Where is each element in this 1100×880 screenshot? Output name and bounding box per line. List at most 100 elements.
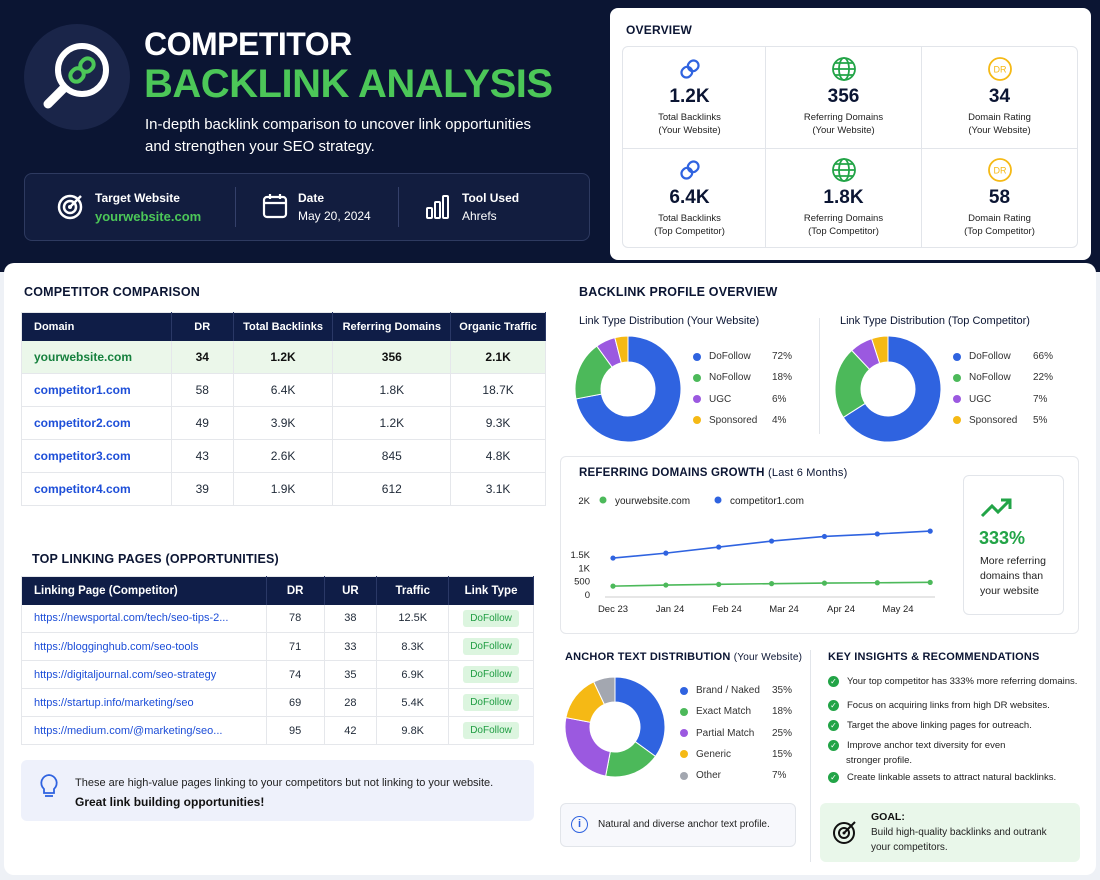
table-cell: 74 (266, 660, 325, 689)
link-type-badge: DoFollow (463, 609, 519, 627)
growth-stat-line3: your website (980, 585, 1039, 597)
linking-page-link[interactable]: https://newsportal.com/tech/seo-tips-2..… (21, 604, 267, 633)
table-cell: 356 (332, 340, 452, 374)
grid-line (921, 46, 922, 248)
growth-stat-line2: domains than (980, 570, 1044, 582)
globe-icon (766, 56, 921, 82)
table-row: https://digitaljournal.com/seo-strategy 7… (21, 660, 534, 689)
overview-value: 58 (988, 187, 1011, 208)
table-cell: 1.8K (332, 373, 452, 407)
overview-metric: 1.8K Referring Domains (Top Competitor) (766, 157, 921, 238)
table-cell: 33 (324, 632, 378, 661)
data-point (768, 538, 775, 544)
insight-text: Your top competitor has 333% more referr… (847, 676, 1078, 687)
your-link-type-donut (574, 335, 682, 443)
x-tick-label: May 24 (882, 604, 913, 615)
goal-line1: Build high-quality backlinks and outrank (871, 827, 1047, 838)
legend-label: competitor1.com (730, 496, 804, 507)
table-cell: 69 (266, 688, 325, 717)
data-point (663, 550, 669, 556)
check-icon: ✓ (828, 772, 839, 783)
overview-sublabel: (Top Competitor) (808, 226, 879, 237)
insight-text: Improve anchor text diversity for even (847, 740, 1006, 751)
table-cell: 49 (171, 406, 234, 440)
goal-label: GOAL: (871, 811, 905, 823)
legend-item: UGC (693, 394, 731, 405)
insight-text: Create linkable assets to attract natura… (847, 772, 1057, 783)
data-point (716, 544, 722, 550)
date-value: May 20, 2024 (298, 209, 371, 223)
legend-value: 25% (772, 727, 793, 739)
legend-swatch (953, 416, 961, 425)
linking-page-link[interactable]: https://blogginghub.com/seo-tools (21, 632, 267, 661)
overview-value: 1.8K (823, 187, 864, 208)
title-line2: BACKLINK ANALYSIS (144, 62, 553, 106)
check-icon: ✓ (828, 720, 839, 731)
table-cell: 95 (266, 716, 325, 745)
overview-value: 6.4K (669, 187, 710, 208)
note-line1: These are high-value pages linking to yo… (75, 777, 494, 789)
table-row: https://medium.com/@marketing/seo... 95 42… (21, 716, 534, 745)
linking-page-link[interactable]: https://digitaljournal.com/seo-strategy (21, 660, 267, 689)
overview-value: 34 (988, 86, 1011, 107)
overview-sublabel: (Top Competitor) (654, 226, 725, 237)
overview-label: Domain Rating (968, 213, 1031, 224)
legend-label: NoFollow (709, 372, 751, 384)
linking-page-link[interactable]: https://medium.com/@marketing/seo... (21, 716, 267, 745)
table-cell: 2.6K (233, 439, 334, 473)
domain-link[interactable]: competitor2.com (21, 406, 172, 440)
subtitle-line1: In-depth backlink comparison to uncover … (145, 116, 532, 133)
table-row: competitor4.com 39 1.9K 612 3.1K (21, 472, 546, 506)
column-header: Traffic (376, 576, 450, 605)
subtitle-line2: and strengthen your SEO strategy. (145, 138, 375, 155)
overview-metric: 356 Referring Domains (Your Website) (766, 56, 921, 137)
legend-item: Brand / Naked (680, 685, 760, 696)
table-row: yourwebsite.com 34 1.2K 356 2.1K (21, 340, 546, 374)
table-cell: DoFollow (448, 716, 534, 745)
x-tick-label: Jan 24 (656, 604, 685, 615)
insights-title: KEY INSIGHTS & RECOMMENDATIONS (828, 651, 1040, 663)
legend-value: 18% (772, 372, 793, 384)
legend-label: DoFollow (969, 351, 1011, 362)
overview-sublabel: (Your Website) (968, 125, 1031, 136)
legend-item: UGC (953, 394, 991, 405)
tool-value: Ahrefs (462, 209, 497, 223)
table-cell: 58 (171, 373, 234, 407)
legend-value: 5% (1033, 414, 1048, 426)
x-tick-label: Mar 24 (769, 604, 799, 615)
table-cell: DoFollow (448, 604, 534, 633)
legend-label: Other (696, 770, 722, 782)
column-header: Organic Traffic (450, 312, 546, 341)
table-cell: 1.2K (332, 406, 452, 440)
domain-link[interactable]: competitor3.com (21, 439, 172, 473)
y-tick-label: 1K (578, 563, 590, 574)
growth-stat-line1: More referring (980, 555, 1046, 567)
legend-item: NoFollow (953, 372, 1011, 383)
column-header: UR (324, 576, 378, 605)
domain-link[interactable]: yourwebsite.com (21, 340, 172, 374)
table-cell: 2.1K (450, 340, 546, 374)
growth-stat-box (963, 475, 1064, 615)
table-cell: 612 (332, 472, 452, 506)
your-link-dist-title: Link Type Distribution (Your Website) (579, 315, 760, 327)
link-icon (612, 56, 767, 82)
table-cell: 1.2K (233, 340, 334, 374)
link-type-badge: DoFollow (463, 694, 519, 711)
donut-slice-partial-match (564, 717, 611, 777)
referring-domains-line-chart: 0 500 1K 1.5K 2K Dec 23 Jan 24 Feb 24 Mar 24 Apr … (570, 496, 935, 615)
domain-link[interactable]: competitor1.com (21, 373, 172, 407)
legend-swatch (680, 771, 688, 780)
linking-page-link[interactable]: https://startup.info/marketing/seo (21, 688, 267, 717)
comp-link-dist-title: Link Type Distribution (Top Competitor) (840, 315, 1030, 327)
table-cell: 39 (171, 472, 234, 506)
legend-value: 15% (772, 748, 793, 760)
table-cell: 9.3K (450, 406, 546, 440)
table-cell: DoFollow (448, 660, 534, 689)
legend-swatch (953, 373, 961, 382)
legend-label: Sponsored (709, 414, 758, 426)
linking-pages-table: Linking Page (Competitor) DR UR Traffic Link… (21, 576, 534, 745)
anchor-section-divider (810, 650, 811, 862)
insight-item: ✓ Target the above linking pages for outr… (828, 719, 1032, 733)
domain-link[interactable]: competitor4.com (21, 472, 172, 506)
table-row: https://startup.info/marketing/seo 69 28 5.… (21, 688, 534, 717)
